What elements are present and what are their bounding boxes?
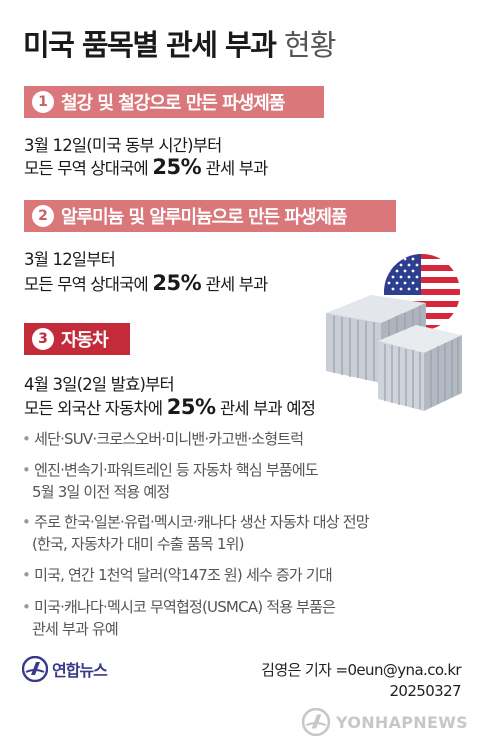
section-2-number: 2 (32, 205, 54, 227)
bullet-text-continued: 5월 3일 이전 적용 예정 (32, 483, 170, 501)
section-3-rate: 25% (166, 395, 216, 419)
section-1-line-2-post: 관세 부과 (201, 159, 269, 178)
bullet-text: 주로 한국·일본·유럽·멕시코·캐나다 생산 자동차 대상 전망 (34, 513, 370, 531)
bullet-item: • 세단·SUV·크로스오버·미니밴·카고밴·소형트럭 (22, 428, 304, 450)
title-suffix: 현황 (284, 28, 336, 62)
section-2-header: 2 알루미늄 및 알루미늄으로 만든 파생제품 (24, 200, 396, 232)
section-1-line-1: 3월 12일(미국 동부 시간)부터 (24, 136, 222, 155)
section-1-number: 1 (32, 91, 54, 113)
title-main: 미국 품목별 관세 부과 (23, 28, 277, 62)
section-3-header: 3 자동차 (24, 323, 130, 355)
credit-author: 김영은 기자 =0eun@yna.co.kr (261, 661, 461, 679)
bullet-text: 엔진·변속기·파워트레인 등 자동차 핵심 부품에도 (34, 461, 319, 479)
section-2-line-2-pre: 모든 무역 상대국에 (24, 275, 153, 294)
section-1-label: 철강 및 철강으로 만든 파생제품 (61, 93, 285, 114)
watermark-text: YONHAPNEWS (336, 712, 468, 732)
bullet-text: 미국·캐나다·멕시코 무역협정(USMCA) 적용 부품은 (34, 598, 336, 616)
section-3-line-2-post: 관세 부과 예정 (215, 399, 316, 418)
bullet-dot: • (22, 598, 31, 616)
bullet-text: 미국, 연간 1천억 달러(약147조 원) 세수 증가 기대 (34, 566, 333, 584)
credit-date: 20250327 (389, 682, 461, 700)
section-2-line-2-post: 관세 부과 (201, 275, 269, 294)
bullet-item: • 엔진·변속기·파워트레인 등 자동차 핵심 부품에도 5월 3일 이전 적용 … (22, 459, 319, 503)
section-2-line-2: 모든 무역 상대국에 25% 관세 부과 (24, 271, 268, 295)
bullet-dot: • (22, 461, 31, 479)
section-2-label: 알루미늄 및 알루미늄으로 만든 파생제품 (61, 207, 348, 228)
section-3-line-1: 4월 3일(2일 발효)부터 (24, 375, 175, 394)
section-3-line-2: 모든 외국산 자동차에 25% 관세 부과 예정 (24, 395, 316, 419)
section-1-header: 1 철강 및 철강으로 만든 파생제품 (24, 86, 324, 118)
section-1-line-2-pre: 모든 무역 상대국에 (24, 159, 153, 178)
bullet-text-continued: (한국, 자동차가 대미 수출 품목 1위) (32, 535, 244, 553)
section-3-label: 자동차 (61, 330, 109, 351)
logo-text: 연합뉴스 (52, 661, 108, 680)
section-1-rate: 25% (152, 155, 202, 179)
page-title: 미국 품목별 관세 부과 현황 (23, 22, 336, 64)
bullet-item: • 미국, 연간 1천억 달러(약147조 원) 세수 증가 기대 (22, 564, 333, 586)
section-2-line-1: 3월 12일부터 (24, 250, 116, 269)
bullet-text: 세단·SUV·크로스오버·미니밴·카고밴·소형트럭 (34, 430, 304, 448)
bullet-dot: • (22, 430, 31, 448)
section-1-line-2: 모든 무역 상대국에 25% 관세 부과 (24, 155, 268, 179)
bullet-dot: • (22, 566, 31, 584)
watermark-logo-icon (302, 708, 330, 736)
credit: 김영은 기자 =0eun@yna.co.kr 20250327 (261, 660, 461, 702)
yonhap-logo: 연합뉴스 (22, 656, 108, 682)
bullet-dot: • (22, 513, 31, 531)
watermark: YONHAPNEWS (302, 708, 468, 736)
shipping-container-icon (326, 295, 462, 411)
bullet-text-continued: 관세 부과 유예 (32, 620, 119, 638)
bullet-item: • 주로 한국·일본·유럽·멕시코·캐나다 생산 자동차 대상 전망 (한국, 자… (22, 511, 370, 555)
bullet-item: • 미국·캐나다·멕시코 무역협정(USMCA) 적용 부품은 관세 부과 유예 (22, 596, 336, 640)
section-3-number: 3 (32, 328, 54, 350)
section-3-line-2-pre: 모든 외국산 자동차에 (24, 399, 167, 418)
yonhap-logo-icon (22, 656, 48, 682)
section-2-rate: 25% (152, 271, 202, 295)
